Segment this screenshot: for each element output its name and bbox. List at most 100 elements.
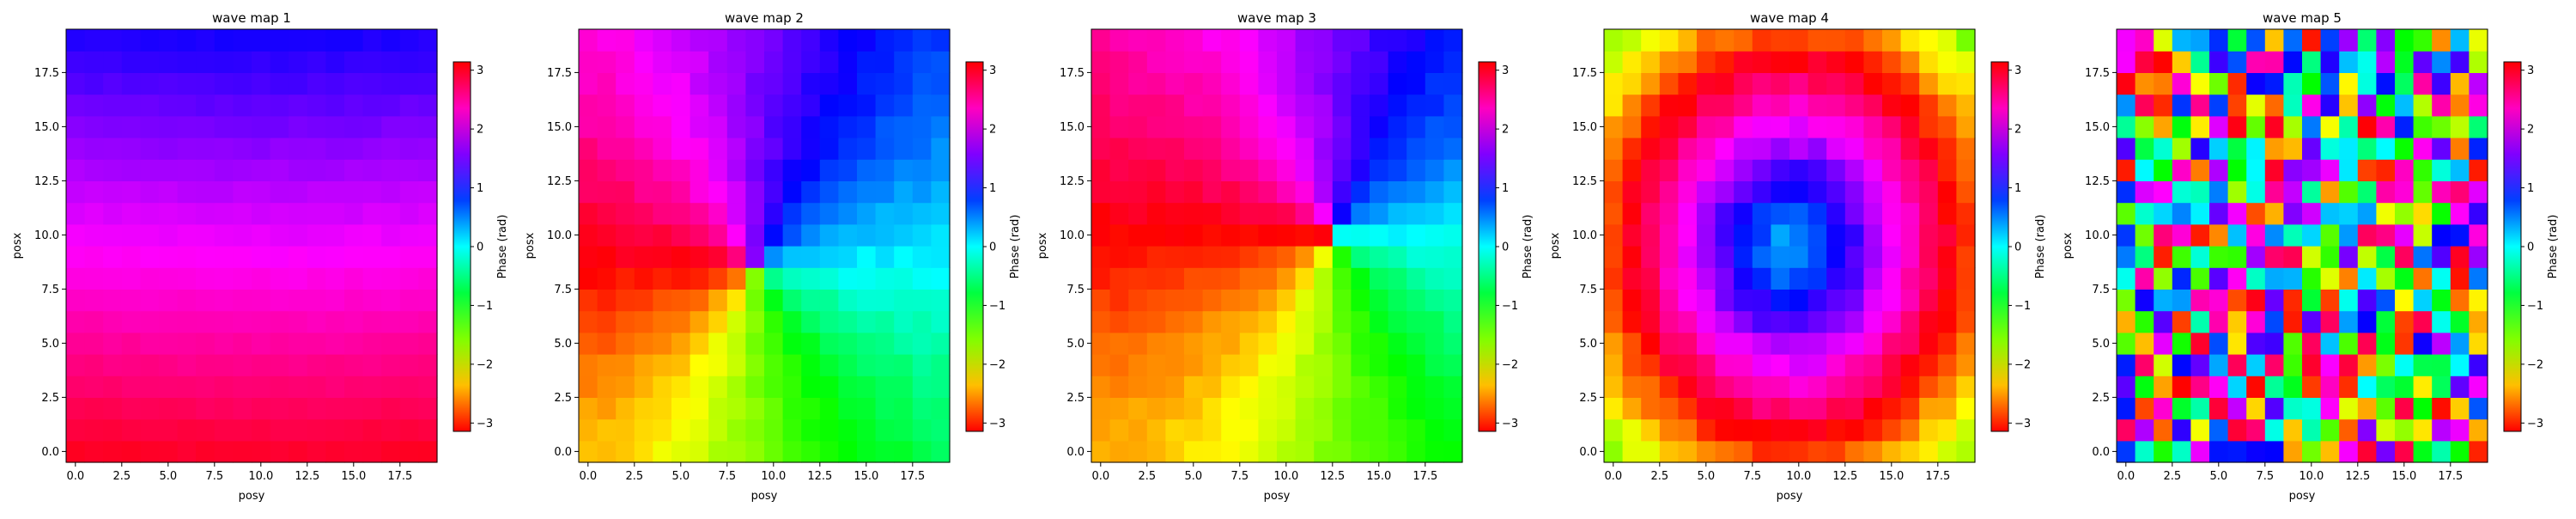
heatmap-cell [214,397,234,420]
heatmap-cell [801,246,821,268]
heatmap-cell [2135,332,2154,355]
heatmap-cell [1258,289,1278,312]
heatmap-cell [875,440,895,463]
heatmap-cell [1239,289,1259,312]
heatmap-cell [931,289,951,312]
heatmap-cell [616,94,635,117]
heatmap-cell [1789,376,1809,398]
heatmap-cell [653,137,672,160]
heatmap-cell [1900,72,1920,95]
heatmap-cell [214,267,234,290]
heatmap-cell [362,289,382,312]
y-tick-label: 2.5 [41,392,59,405]
heatmap-cell [1202,137,1222,160]
heatmap-cell [1332,223,1352,247]
heatmap-cell [671,94,691,117]
heatmap-cell [690,289,709,312]
heatmap-cell [1956,137,1976,160]
heatmap-cell [2339,310,2359,333]
heatmap-cell [1295,115,1315,138]
heatmap-cell [1370,94,1389,117]
heatmap-cell [857,72,877,95]
heatmap-cell [579,94,598,117]
heatmap-cell [1295,332,1315,355]
heatmap-cell [1332,159,1352,181]
heatmap-cell [1184,289,1204,312]
heatmap-cell [103,51,123,73]
heatmap-cell [1091,376,1111,398]
heatmap-cell [1771,137,1790,160]
heatmap-cell [84,180,104,204]
heatmap-cell [159,202,179,225]
axes-frame [2116,28,2488,463]
heatmap-cell [2450,246,2470,268]
heatmap-cell [819,223,839,247]
heatmap-cell [1752,223,1771,247]
heatmap-cell [2339,180,2359,204]
heatmap-cell [196,397,216,420]
heatmap-cell [103,159,123,181]
heatmap-cell [1956,246,1976,268]
heatmap-cell [177,29,197,52]
heatmap-cell [1937,332,1957,355]
heatmap-cell [344,418,364,442]
heatmap-cell [1659,310,1679,333]
heatmap-cell [1221,332,1241,355]
heatmap-cell [289,29,308,52]
heatmap-cell [159,376,179,398]
heatmap-cell [1258,440,1278,463]
heatmap-cell [1332,354,1352,376]
colorbar-tick-label: 3 [2014,64,2021,77]
heatmap-cell [1789,310,1809,333]
heatmap-cell [1715,72,1735,95]
heatmap-cell [2432,94,2451,117]
heatmap-cell [2413,137,2433,160]
heatmap-cell [66,72,86,95]
heatmap-cell [196,29,216,52]
heatmap-cell [2227,397,2247,420]
heatmap-cell [653,310,672,333]
heatmap-cell [418,137,438,160]
heatmap-cell [344,94,364,117]
heatmap-cell [1659,180,1679,204]
heatmap-cell [2413,29,2433,52]
x-tick-label: 2.5 [1138,470,1156,483]
heatmap-cell [1184,440,1204,463]
heatmap-cell [159,115,179,138]
heatmap-cell [399,94,419,117]
heatmap-cell [1678,354,1698,376]
heatmap-cell [381,246,401,268]
heatmap-cell [1258,72,1278,95]
heatmap-cell [1332,180,1352,204]
heatmap-cell [2283,115,2303,138]
heatmap-cell [912,354,932,376]
heatmap-cell [1165,159,1185,181]
heatmap-cell [2357,354,2377,376]
heatmap-cell [1277,29,1297,52]
heatmap-cell [66,180,86,204]
heatmap-cell [2376,72,2396,95]
heatmap-cell [159,223,179,247]
heatmap-cell [2117,332,2136,355]
heatmap-cell [1221,180,1241,204]
y-tick-label: 12.5 [34,175,59,188]
heatmap-cell [1641,418,1661,442]
heatmap-cell [2154,376,2173,398]
heatmap-cell [894,180,914,204]
x-tick-label: 5.0 [159,470,177,483]
x-tick-label: 10.0 [248,470,273,483]
y-tick-label: 0.0 [41,446,59,459]
heatmap-cell [84,223,104,247]
heatmap-cell [159,94,179,117]
heatmap-cell [838,159,858,181]
heatmap-cell [1844,159,1864,181]
heatmap-cell [252,72,271,95]
heatmap-cell [1826,223,1846,247]
heatmap-cell [1807,223,1827,247]
heatmap-cell [1128,289,1148,312]
heatmap-cell [1659,397,1679,420]
heatmap-cell [2376,137,2396,160]
heatmap-cell [2469,159,2488,181]
heatmap-cell [103,397,123,420]
heatmap-cell [2376,289,2396,312]
